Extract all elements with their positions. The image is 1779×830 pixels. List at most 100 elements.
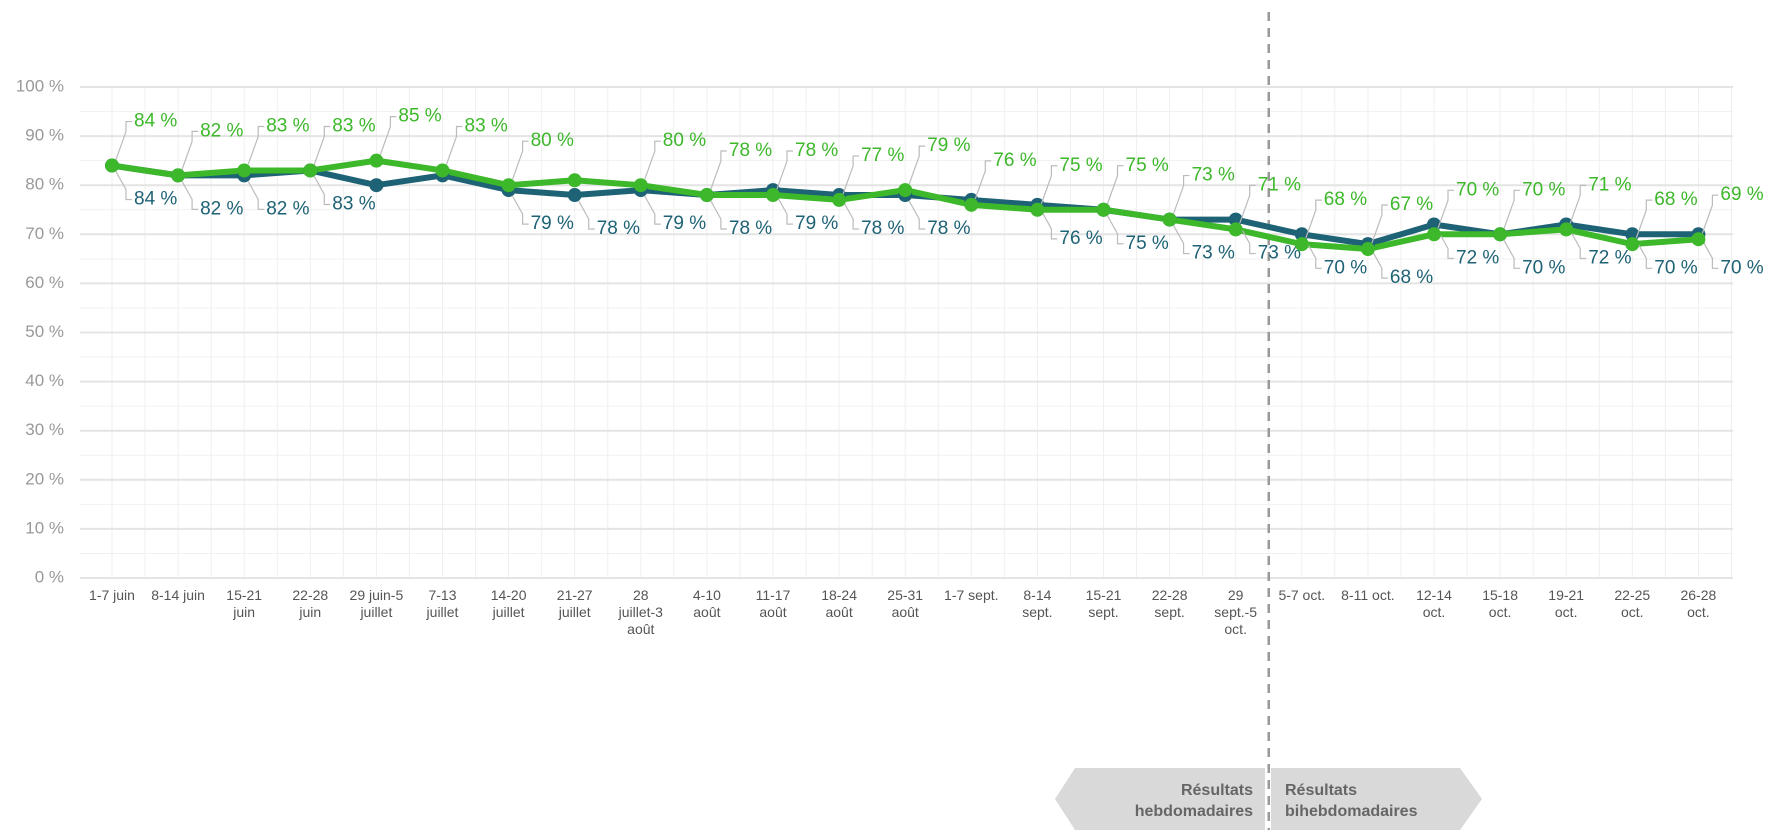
leader-line	[512, 195, 529, 225]
x-tick-label: 29 juin-5 juillet	[349, 587, 404, 620]
leader-line	[578, 200, 595, 230]
x-tick-label: 8-14 juin	[151, 587, 205, 603]
x-tick-label: 8-11 oct.	[1341, 587, 1395, 603]
point	[699, 188, 714, 203]
annotation: Résultats bihebdomadaires	[1285, 782, 1418, 820]
leader-line	[1569, 230, 1587, 260]
y-tick-label: 20 %	[25, 469, 64, 488]
leader-line	[512, 140, 529, 180]
x-tick-label: 29 sept.-5 oct.	[1214, 587, 1258, 637]
x-tick-label: 21-27 juillet	[556, 587, 593, 620]
leader-line	[1040, 165, 1058, 204]
data-label: 71 %	[1258, 174, 1301, 195]
point	[435, 163, 450, 178]
data-label: 83 %	[332, 193, 375, 214]
point	[1493, 227, 1508, 242]
point	[1228, 222, 1243, 237]
point	[1625, 237, 1640, 252]
x-tick-label: 22-28 juin	[292, 587, 329, 620]
point	[964, 197, 979, 212]
y-tick-label: 0 %	[35, 567, 64, 586]
data-label: 68 %	[1324, 189, 1367, 210]
x-tick-label: 19-21 oct.	[1548, 587, 1585, 620]
point	[369, 178, 384, 193]
x-tick-label: 11-17 août	[755, 587, 791, 620]
x-tick-label: 15-21 sept.	[1085, 587, 1122, 620]
leader-line	[1437, 230, 1454, 260]
data-label: 77 %	[861, 145, 904, 166]
leader-line	[908, 145, 926, 185]
data-label: 68 %	[1390, 267, 1433, 288]
point	[832, 192, 847, 207]
leader-line	[1569, 184, 1587, 224]
leader-line	[1239, 184, 1256, 224]
leader-line	[644, 195, 661, 225]
leader-line	[1503, 240, 1521, 269]
data-label: 83 %	[266, 115, 309, 136]
y-tick-label: 90 %	[25, 126, 64, 145]
data-label: 70 %	[1720, 257, 1763, 278]
x-tick-label: 5-7 oct.	[1278, 587, 1326, 603]
point	[1559, 222, 1574, 237]
point	[898, 183, 913, 198]
data-label: 82 %	[266, 198, 309, 219]
x-tick-label: 14-20 juillet	[490, 587, 527, 620]
y-tick-label: 50 %	[25, 322, 64, 341]
data-label: 84 %	[134, 111, 177, 132]
leader-line	[710, 200, 727, 230]
leader-line	[1106, 215, 1124, 245]
x-tick-label: 26-28 oct.	[1680, 587, 1717, 620]
data-label: 75 %	[1059, 155, 1102, 176]
data-label: 79 %	[927, 135, 970, 156]
data-label: 83 %	[332, 115, 375, 136]
arrow-right	[1271, 768, 1482, 830]
leader-line	[974, 160, 992, 200]
data-label: 79 %	[795, 213, 838, 234]
data-label: 83 %	[465, 115, 508, 136]
data-label: 73 %	[1258, 243, 1301, 264]
y-tick-label: 40 %	[25, 371, 64, 390]
leader-line	[1106, 165, 1124, 204]
x-tick-label: 4-10 août	[692, 587, 721, 620]
leader-line	[1701, 240, 1719, 269]
point	[1030, 202, 1045, 217]
point	[303, 163, 318, 178]
data-label: 78 %	[597, 218, 640, 239]
x-tick-label: 22-28 sept.	[1151, 587, 1188, 620]
x-tick-label: 28 juillet-3 août	[618, 587, 663, 637]
data-label: 70 %	[1522, 257, 1565, 278]
data-label: 75 %	[1126, 155, 1169, 176]
annotation: Résultats hebdomadaires	[1134, 782, 1253, 820]
leader-line	[379, 116, 397, 155]
y-tick-label: 60 %	[25, 273, 64, 292]
data-label: 78 %	[729, 218, 772, 239]
leader-line	[776, 150, 793, 190]
point	[1096, 202, 1111, 217]
point	[237, 163, 252, 178]
data-label: 80 %	[663, 130, 706, 151]
data-label: 85 %	[398, 106, 441, 127]
data-label: 80 %	[531, 130, 574, 151]
data-label: 72 %	[1588, 247, 1631, 268]
data-label: 82 %	[200, 120, 243, 141]
leader-line	[1437, 189, 1454, 229]
data-label: 70 %	[1456, 179, 1499, 200]
data-label: 76 %	[993, 150, 1036, 171]
y-tick-label: 80 %	[25, 175, 64, 194]
data-label: 70 %	[1324, 257, 1367, 278]
leader-line	[776, 195, 793, 225]
x-tick-label: 25-31 août	[887, 587, 924, 620]
y-tick-label: 10 %	[25, 518, 64, 537]
x-tick-label: 15-18 oct.	[1482, 587, 1518, 620]
x-tick-label: 1-7 juin	[89, 587, 135, 603]
point	[501, 178, 516, 193]
leader-line	[1371, 204, 1388, 244]
leader-line	[644, 140, 661, 180]
point	[1162, 212, 1177, 227]
point	[766, 188, 780, 203]
leader-line	[313, 125, 331, 165]
leader-line	[247, 181, 265, 210]
data-label: 68 %	[1654, 189, 1697, 210]
